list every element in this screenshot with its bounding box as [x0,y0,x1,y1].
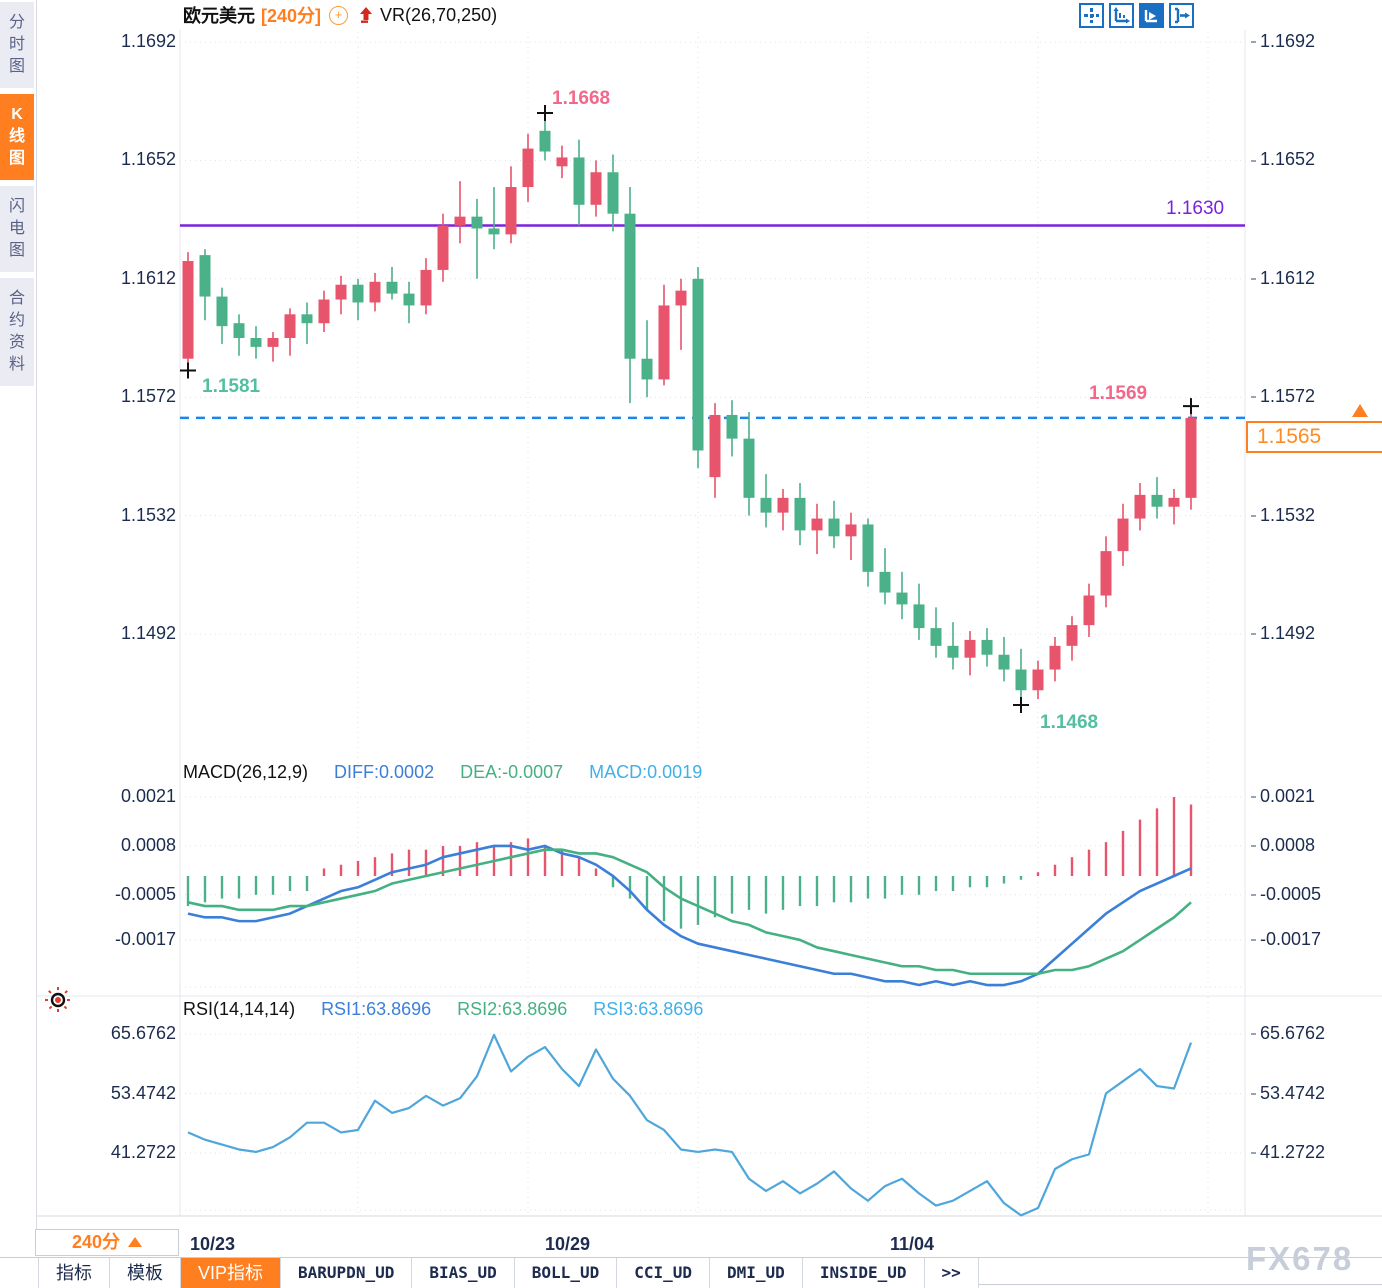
candlestick-series [182,113,1197,706]
rsi2-value: RSI2:63.8696 [457,999,568,1019]
tab->>[interactable]: >> [924,1258,979,1288]
y-axis-label: 41.2722 [1251,1142,1325,1163]
swing-low-label: 1.1468 [1040,712,1099,733]
tab-BIAS_UD[interactable]: BIAS_UD [412,1258,515,1288]
y-axis-label: 0.0021 [120,786,176,807]
y-axis-label: 1.1532 [1251,505,1315,526]
date-label: 10/29 [545,1234,591,1254]
y-axis-label: 1.1612 [120,267,176,288]
rsi-header: RSI(14,14,14) RSI1:63.8696 RSI2:63.8696 RSI… [183,999,729,1020]
tab-模板[interactable]: 模板 [110,1258,181,1288]
crosshair-icon[interactable] [1079,3,1104,28]
chart-toolbar [1079,3,1194,28]
sidebar-item-4[interactable]: 合约资料 [0,278,34,386]
axis-scale-icon[interactable] [1109,3,1134,28]
date-label: 11/04 [890,1234,935,1254]
rsi3-value: RSI3:63.8696 [593,999,704,1019]
y-axis-label: 1.1492 [1251,623,1315,644]
watermark: FX678 [1246,1240,1354,1277]
y-axis-label: -0.0005 [114,883,176,904]
tab-BARUPDN_UD[interactable]: BARUPDN_UD [281,1258,413,1288]
macd-dea-value: DEA:-0.0007 [460,762,564,782]
tab-bar-filler [978,1258,1382,1285]
title-bar: 欧元美元 [240分] + VR(26,70,250) [36,0,1382,30]
y-axis-label: -0.0017 [114,928,176,949]
jump-latest-icon[interactable] [1169,3,1194,28]
macd-header: MACD(26,12,9) DIFF:0.0002 DEA:-0.0007 MACD:… [183,762,728,783]
add-circle-icon[interactable]: + [329,5,349,25]
tab-CCI_UD[interactable]: CCI_UD [617,1258,711,1288]
sun-marker-icon [45,987,71,1013]
macd-diff-value: DIFF:0.0002 [334,762,435,782]
y-axis-label: 65.6762 [1251,1023,1325,1044]
y-axis-label: 1.1492 [120,623,176,643]
sidebar-item-3[interactable]: 闪电图 [0,186,34,272]
symbol-title: 欧元美元 [183,6,255,26]
macd-title: MACD(26,12,9) [183,762,309,782]
y-axis-label: 0.0008 [1251,835,1315,856]
y-axis-label: 1.1612 [1251,268,1315,289]
period-selector-label: 240分 [71,1232,121,1252]
y-axis-label: 53.4742 [110,1082,176,1103]
start-low-label: 1.1581 [202,376,261,397]
period-selector[interactable]: 240分 [35,1229,179,1256]
sidebar-item-1[interactable]: 分时图 [0,2,34,88]
rsi-title: RSI(14,14,14) [183,999,296,1019]
y-axis-label: -0.0005 [1251,884,1321,905]
current-price-tag: 1.1565 [1246,421,1382,453]
date-label: 10/23 [190,1234,236,1254]
y-axis-label: 53.4742 [1251,1083,1325,1104]
y-axis-label: 0.0008 [120,834,176,855]
y-axis-label: 0.0021 [1251,786,1315,807]
y-axis-label: 1.1572 [120,386,176,407]
triangle-up-icon [128,1237,143,1247]
rsi1-value: RSI1:63.8696 [321,999,432,1019]
y-axis-label: 1.1532 [120,504,176,525]
y-axis-label: -0.0017 [1251,929,1321,950]
support-line-label: 1.1630 [1166,198,1225,219]
y-axis-label: 41.2722 [110,1142,176,1163]
indicator-title: VR(26,70,250) [380,4,498,25]
y-axis-label: 1.1652 [120,149,176,170]
y-axis-label: 1.1652 [1251,149,1315,170]
macd-macd-value: MACD:0.0019 [589,762,703,782]
auto-scroll-icon[interactable] [1139,3,1164,28]
up-arrow-icon [360,7,373,23]
y-axis-label: 65.6762 [110,1023,176,1043]
period-badge[interactable]: [240分] [261,6,322,26]
y-axis-label: 1.1692 [120,31,176,51]
tab-指标[interactable]: 指标 [38,1258,110,1288]
indicator-tab-bar: 指标 模板 VIP指标 BARUPDN_UD BIAS_UD BOLL_UD CCI_UD D… [0,1257,1382,1288]
y-axis-label: 1.1572 [1251,386,1315,407]
swing-high-label: 1.1668 [552,88,611,109]
y-axis-label: 1.1692 [1251,31,1315,52]
tab-INSIDE_UD[interactable]: INSIDE_UD [802,1258,925,1288]
tab-DMI_UD[interactable]: DMI_UD [710,1258,803,1288]
recent-high-label: 1.1569 [1089,383,1148,404]
price-up-arrow [1352,404,1368,417]
tab-BOLL_UD[interactable]: BOLL_UD [514,1258,618,1288]
tab-VIP指标[interactable]: VIP指标 [181,1258,282,1288]
